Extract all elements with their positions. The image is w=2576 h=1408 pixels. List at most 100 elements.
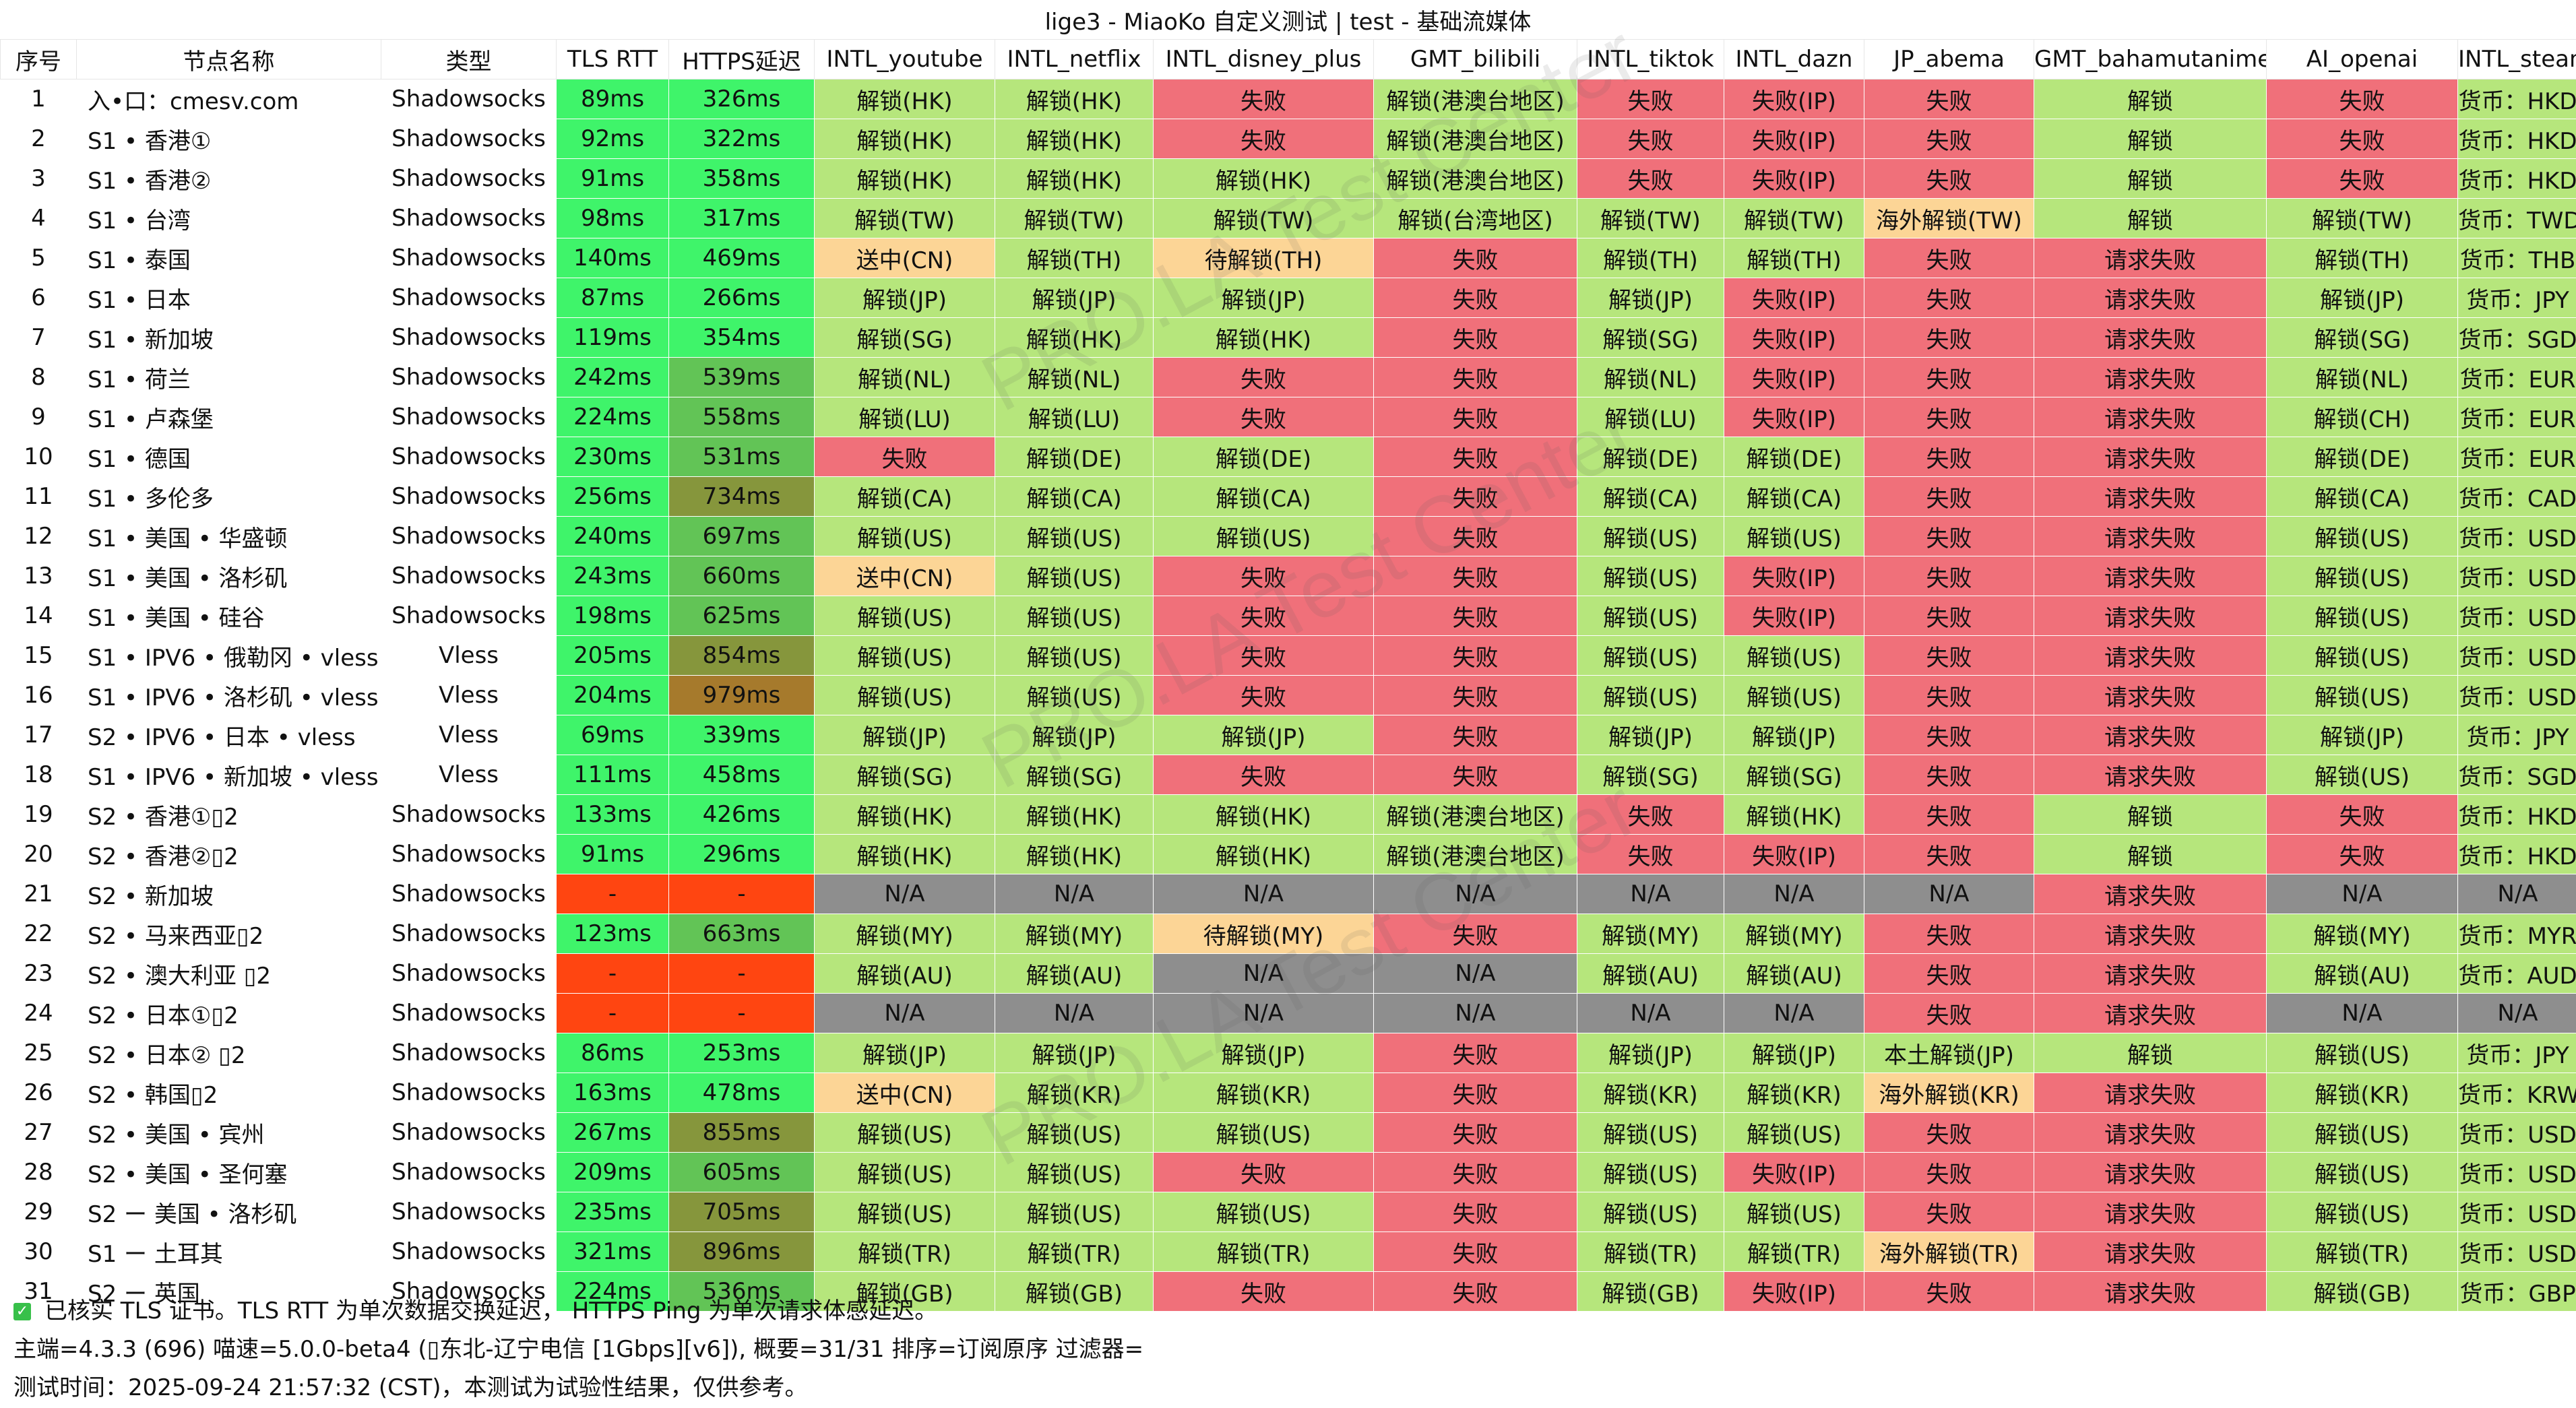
cell-abema: 失败 bbox=[1864, 834, 2034, 874]
cell-type: Shadowsocks bbox=[381, 1033, 557, 1073]
cell-https-latency: 660ms bbox=[668, 556, 815, 596]
cell-netflix: 解锁(US) bbox=[995, 1192, 1154, 1232]
cell-netflix: 解锁(JP) bbox=[995, 715, 1154, 755]
cell-node-name: S1 • IPV6 • 俄勒冈 • vless bbox=[76, 635, 381, 676]
cell-node-name: S2 • 日本② ▯2 bbox=[76, 1033, 381, 1073]
cell-tls-rtt: 242ms bbox=[556, 357, 669, 397]
cell-openai: 解锁(CA) bbox=[2266, 476, 2458, 517]
cell-dazn: 解锁(US) bbox=[1724, 635, 1864, 676]
cell-bahamut: 请求失败 bbox=[2034, 278, 2267, 318]
cell-bilibili: 解锁(港澳台地区) bbox=[1373, 79, 1577, 119]
cell-steam: 货币：USD bbox=[2457, 635, 2576, 676]
cell-openai: 解锁(JP) bbox=[2266, 278, 2458, 318]
cell-tiktok: 解锁(TR) bbox=[1577, 1231, 1724, 1272]
cell-abema: N/A bbox=[1864, 874, 2034, 914]
cell-dazn: 解锁(US) bbox=[1724, 675, 1864, 715]
cell-node-name: S1 ー 土耳其 bbox=[76, 1231, 381, 1272]
cell-netflix: 解锁(TW) bbox=[995, 198, 1154, 238]
cell-dazn: 失败(IP) bbox=[1724, 556, 1864, 596]
table-row: 13 S1 • 美国 • 洛杉矶 Shadowsocks 243ms 660ms 送中(C… bbox=[0, 556, 2576, 596]
cell-index: 11 bbox=[0, 476, 77, 517]
cell-openai: 解锁(AU) bbox=[2266, 953, 2458, 994]
cell-node-name: S1 • 美国 • 硅谷 bbox=[76, 596, 381, 636]
cell-openai: 解锁(US) bbox=[2266, 635, 2458, 676]
column-header-steam: INTL_steam bbox=[2457, 39, 2576, 79]
cell-type: Shadowsocks bbox=[381, 556, 557, 596]
cell-youtube: 解锁(HK) bbox=[814, 794, 995, 835]
cell-dazn: 解锁(SG) bbox=[1724, 755, 1864, 795]
cell-youtube: N/A bbox=[814, 874, 995, 914]
table-row: 29 S2 ー 美国 • 洛杉矶 Shadowsocks 235ms 705ms 解锁(U… bbox=[0, 1192, 2576, 1232]
cell-node-name: S1 • 台湾 bbox=[76, 198, 381, 238]
cell-netflix: 解锁(US) bbox=[995, 516, 1154, 556]
cell-openai: 解锁(JP) bbox=[2266, 715, 2458, 755]
cell-dazn: N/A bbox=[1724, 874, 1864, 914]
cell-openai: 解锁(TW) bbox=[2266, 198, 2458, 238]
cell-tiktok: 解锁(TW) bbox=[1577, 198, 1724, 238]
cell-youtube: 送中(CN) bbox=[814, 238, 995, 278]
cell-openai: 解锁(US) bbox=[2266, 1112, 2458, 1153]
cell-youtube: 解锁(GB) bbox=[814, 1271, 995, 1312]
cell-bahamut: 解锁 bbox=[2034, 834, 2267, 874]
cell-tiktok: 解锁(JP) bbox=[1577, 715, 1724, 755]
cell-tls-rtt: 267ms bbox=[556, 1112, 669, 1153]
cell-openai: 失败 bbox=[2266, 794, 2458, 835]
cell-https-latency: - bbox=[668, 874, 815, 914]
column-header-type: 类型 bbox=[381, 39, 557, 79]
cell-bahamut: 请求失败 bbox=[2034, 1152, 2267, 1192]
cell-type: Vless bbox=[381, 635, 557, 676]
cell-index: 1 bbox=[0, 79, 77, 119]
cell-bahamut: 请求失败 bbox=[2034, 1192, 2267, 1232]
cell-type: Shadowsocks bbox=[381, 1152, 557, 1192]
cell-youtube: 解锁(AU) bbox=[814, 953, 995, 994]
cell-type: Shadowsocks bbox=[381, 158, 557, 199]
cell-netflix: 解锁(DE) bbox=[995, 437, 1154, 477]
cell-node-name: S1 • 日本 bbox=[76, 278, 381, 318]
cell-node-name: S2 • 新加坡 bbox=[76, 874, 381, 914]
cell-tls-rtt: 91ms bbox=[556, 158, 669, 199]
cell-tls-rtt: 91ms bbox=[556, 834, 669, 874]
cell-bahamut: 请求失败 bbox=[2034, 1073, 2267, 1113]
cell-abema: 失败 bbox=[1864, 357, 2034, 397]
cell-bahamut: 请求失败 bbox=[2034, 437, 2267, 477]
cell-disney-plus: 失败 bbox=[1153, 596, 1374, 636]
cell-bilibili: 失败 bbox=[1373, 1073, 1577, 1113]
table-row: 6 S1 • 日本 Shadowsocks 87ms 266ms 解锁(JP) 解锁(JP)… bbox=[0, 278, 2576, 318]
cell-abema: 失败 bbox=[1864, 596, 2034, 636]
cell-node-name: S1 • 美国 • 华盛顿 bbox=[76, 516, 381, 556]
cell-abema: 失败 bbox=[1864, 238, 2034, 278]
cell-node-name: S2 • 日本①▯2 bbox=[76, 993, 381, 1033]
cell-abema: 海外解锁(TR) bbox=[1864, 1231, 2034, 1272]
cell-type: Shadowsocks bbox=[381, 953, 557, 994]
cell-disney-plus: N/A bbox=[1153, 953, 1374, 994]
cell-type: Shadowsocks bbox=[381, 874, 557, 914]
cell-youtube: 解锁(HK) bbox=[814, 834, 995, 874]
cell-https-latency: 339ms bbox=[668, 715, 815, 755]
cell-disney-plus: 解锁(US) bbox=[1153, 516, 1374, 556]
cell-type: Vless bbox=[381, 675, 557, 715]
cell-bilibili: 失败 bbox=[1373, 397, 1577, 437]
table-row: 22 S2 • 马来西亚▯2 Shadowsocks 123ms 663ms 解锁(MY)… bbox=[0, 914, 2576, 954]
cell-steam: 货币：GBP bbox=[2457, 1271, 2576, 1312]
cell-type: Shadowsocks bbox=[381, 1271, 557, 1312]
cell-bahamut: 请求失败 bbox=[2034, 556, 2267, 596]
cell-disney-plus: 解锁(TW) bbox=[1153, 198, 1374, 238]
table-row: 11 S1 • 多伦多 Shadowsocks 256ms 734ms 解锁(CA) 解锁(… bbox=[0, 476, 2576, 517]
cell-dazn: 解锁(TR) bbox=[1724, 1231, 1864, 1272]
cell-dazn: 失败(IP) bbox=[1724, 278, 1864, 318]
cell-index: 22 bbox=[0, 914, 77, 954]
cell-steam: 货币：JPY bbox=[2457, 715, 2576, 755]
cell-index: 20 bbox=[0, 834, 77, 874]
cell-bahamut: 请求失败 bbox=[2034, 516, 2267, 556]
cell-disney-plus: 解锁(TR) bbox=[1153, 1231, 1374, 1272]
cell-tiktok: 解锁(DE) bbox=[1577, 437, 1724, 477]
cell-openai: 解锁(US) bbox=[2266, 596, 2458, 636]
cell-bilibili: N/A bbox=[1373, 874, 1577, 914]
cell-youtube: 解锁(US) bbox=[814, 1152, 995, 1192]
cell-disney-plus: 解锁(DE) bbox=[1153, 437, 1374, 477]
cell-steam: 货币：EUR bbox=[2457, 437, 2576, 477]
cell-type: Shadowsocks bbox=[381, 794, 557, 835]
cell-bahamut: 请求失败 bbox=[2034, 1231, 2267, 1272]
cell-netflix: 解锁(HK) bbox=[995, 794, 1154, 835]
cell-abema: 失败 bbox=[1864, 476, 2034, 517]
